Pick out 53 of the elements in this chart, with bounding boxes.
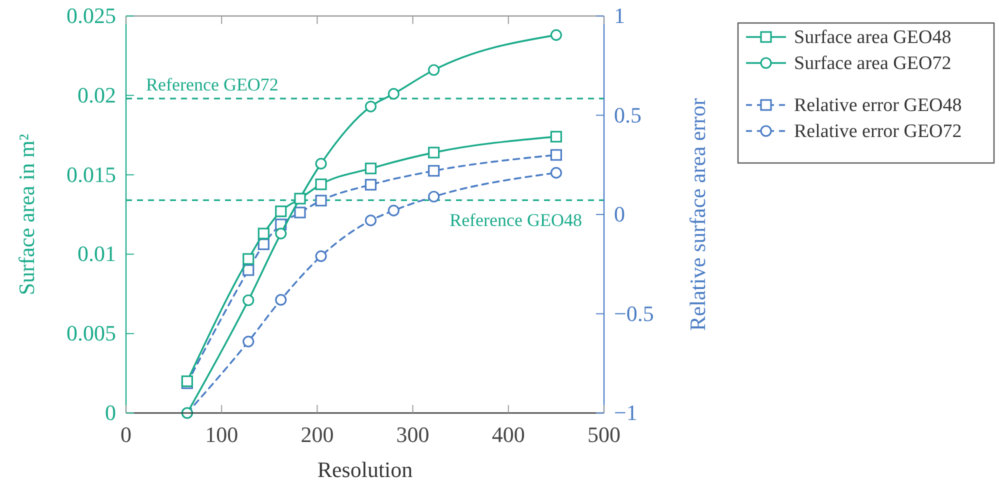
- point: [315, 194, 327, 206]
- y-tick-label: 0.005: [66, 320, 116, 346]
- legend-label: Relative error GEO72: [794, 121, 962, 142]
- y-tick-label: 0.02: [78, 82, 116, 108]
- y-tick-label: 0.025: [66, 3, 116, 28]
- y-tick-label: 0: [105, 400, 116, 425]
- y2-tick-label: −0.5: [614, 300, 654, 326]
- point: [388, 88, 400, 100]
- point: [428, 146, 440, 158]
- point: [315, 178, 327, 190]
- y2-axis-title: Relative surface area error: [685, 97, 710, 331]
- point: [315, 250, 327, 262]
- point: [550, 167, 562, 179]
- x-tick-label: 500: [588, 422, 620, 447]
- x-tick-label: 0: [120, 422, 132, 447]
- point: [388, 204, 400, 216]
- x-axis-title: Resolution: [317, 457, 413, 482]
- point: [364, 162, 377, 174]
- point: [428, 64, 440, 76]
- legend-label: Surface area GEO72: [794, 53, 952, 74]
- point: [294, 192, 306, 204]
- point: [364, 100, 377, 112]
- point: [275, 206, 287, 218]
- y2-tick-label: 0: [614, 202, 625, 226]
- y-tick-label: 0.015: [66, 162, 116, 187]
- ref-line-label: Reference GEO72: [146, 74, 278, 95]
- ref-line-label: Reference GEO48: [450, 210, 582, 230]
- x-tick-label: 300: [396, 422, 430, 447]
- x-tick-label: 400: [492, 422, 525, 447]
- point: [364, 178, 377, 191]
- point: [294, 206, 306, 218]
- y2-tick-label: −1: [614, 400, 638, 425]
- point: [550, 29, 562, 41]
- x-tick-label: 100: [205, 422, 238, 447]
- x-tick-label: 200: [300, 422, 334, 447]
- point: [275, 294, 287, 306]
- y-axis-title: Surface area in m²: [14, 134, 39, 296]
- point: [315, 158, 327, 170]
- point: [275, 228, 287, 240]
- point: [550, 149, 562, 161]
- point: [364, 214, 377, 226]
- point: [550, 130, 562, 142]
- legend-label: Surface area GEO48: [794, 27, 952, 48]
- point: [428, 190, 440, 202]
- y-tick-label: 0.01: [78, 241, 116, 266]
- legend-label: Relative error GEO48: [794, 95, 962, 116]
- point: [258, 228, 270, 240]
- point: [242, 253, 254, 265]
- point: [242, 336, 254, 348]
- y2-tick-label: 1: [614, 3, 625, 28]
- point: [428, 165, 440, 177]
- point: [242, 294, 254, 306]
- y2-tick-label: 0.5: [614, 102, 642, 128]
